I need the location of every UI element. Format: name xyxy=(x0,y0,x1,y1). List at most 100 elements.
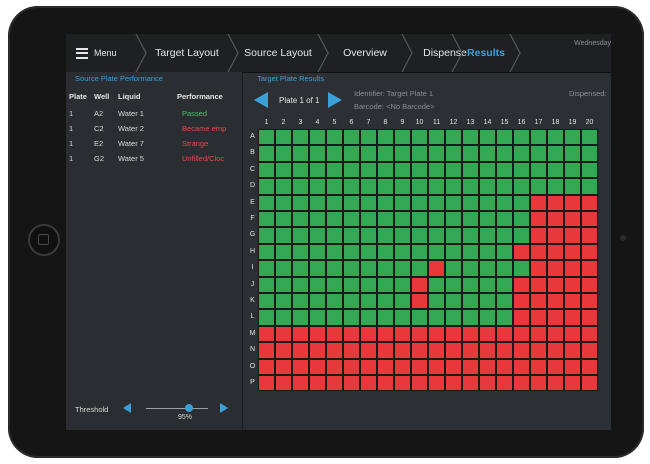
well-D3[interactable] xyxy=(292,178,309,195)
next-plate-icon[interactable] xyxy=(328,92,342,108)
well-F18[interactable] xyxy=(547,211,564,228)
well-G8[interactable] xyxy=(377,227,394,244)
well-E6[interactable] xyxy=(343,194,360,211)
well-P1[interactable] xyxy=(258,375,275,392)
well-P18[interactable] xyxy=(547,375,564,392)
well-C11[interactable] xyxy=(428,161,445,179)
well-I9[interactable] xyxy=(394,260,411,277)
well-A12[interactable] xyxy=(445,129,462,146)
well-D6[interactable] xyxy=(343,178,360,195)
well-D4[interactable] xyxy=(309,178,326,195)
well-N9[interactable] xyxy=(394,342,411,359)
well-L2[interactable] xyxy=(275,309,292,326)
well-A17[interactable] xyxy=(530,129,547,146)
well-M7[interactable] xyxy=(360,325,377,343)
well-M16[interactable] xyxy=(513,325,530,343)
well-E20[interactable] xyxy=(581,194,598,211)
well-P7[interactable] xyxy=(360,375,377,392)
well-N14[interactable] xyxy=(479,342,496,359)
well-M8[interactable] xyxy=(377,325,394,343)
well-G5[interactable] xyxy=(326,227,343,244)
well-J7[interactable] xyxy=(360,276,377,293)
well-N19[interactable] xyxy=(564,342,581,359)
well-O16[interactable] xyxy=(513,358,530,375)
well-C7[interactable] xyxy=(360,161,377,179)
menu-button[interactable]: Menu xyxy=(76,44,117,62)
well-E2[interactable] xyxy=(275,194,292,211)
well-J17[interactable] xyxy=(530,276,547,293)
crumb-results[interactable]: Results xyxy=(467,47,505,59)
crumb-dispense[interactable]: Dispense xyxy=(423,47,467,59)
well-A6[interactable] xyxy=(343,129,360,146)
well-F19[interactable] xyxy=(564,211,581,228)
well-F9[interactable] xyxy=(394,211,411,228)
threshold-slider-handle[interactable] xyxy=(185,404,193,412)
well-E15[interactable] xyxy=(496,194,513,211)
well-B19[interactable] xyxy=(564,145,581,162)
well-H13[interactable] xyxy=(462,243,479,261)
well-I7[interactable] xyxy=(360,260,377,277)
well-L13[interactable] xyxy=(462,309,479,326)
well-L20[interactable] xyxy=(581,309,598,326)
well-N3[interactable] xyxy=(292,342,309,359)
well-N6[interactable] xyxy=(343,342,360,359)
well-E19[interactable] xyxy=(564,194,581,211)
well-M2[interactable] xyxy=(275,325,292,343)
well-P13[interactable] xyxy=(462,375,479,392)
well-D7[interactable] xyxy=(360,178,377,195)
well-M20[interactable] xyxy=(581,325,598,343)
well-C20[interactable] xyxy=(581,161,598,179)
well-F20[interactable] xyxy=(581,211,598,228)
well-F13[interactable] xyxy=(462,211,479,228)
well-B11[interactable] xyxy=(428,145,445,162)
well-A11[interactable] xyxy=(428,129,445,146)
well-D15[interactable] xyxy=(496,178,513,195)
well-A7[interactable] xyxy=(360,129,377,146)
well-M15[interactable] xyxy=(496,325,513,343)
well-H10[interactable] xyxy=(411,243,428,261)
well-O7[interactable] xyxy=(360,358,377,375)
well-I4[interactable] xyxy=(309,260,326,277)
well-F3[interactable] xyxy=(292,211,309,228)
crumb-source-layout[interactable]: Source Layout xyxy=(244,47,312,59)
well-J8[interactable] xyxy=(377,276,394,293)
well-H9[interactable] xyxy=(394,243,411,261)
well-C15[interactable] xyxy=(496,161,513,179)
well-H14[interactable] xyxy=(479,243,496,261)
well-K8[interactable] xyxy=(377,293,394,310)
well-F16[interactable] xyxy=(513,211,530,228)
well-H7[interactable] xyxy=(360,243,377,261)
well-I14[interactable] xyxy=(479,260,496,277)
well-C4[interactable] xyxy=(309,161,326,179)
well-M6[interactable] xyxy=(343,325,360,343)
well-B2[interactable] xyxy=(275,145,292,162)
well-G12[interactable] xyxy=(445,227,462,244)
well-A4[interactable] xyxy=(309,129,326,146)
well-C17[interactable] xyxy=(530,161,547,179)
well-J13[interactable] xyxy=(462,276,479,293)
well-D16[interactable] xyxy=(513,178,530,195)
well-L12[interactable] xyxy=(445,309,462,326)
well-J20[interactable] xyxy=(581,276,598,293)
well-B3[interactable] xyxy=(292,145,309,162)
well-J4[interactable] xyxy=(309,276,326,293)
well-O9[interactable] xyxy=(394,358,411,375)
well-K1[interactable] xyxy=(258,293,275,310)
well-C13[interactable] xyxy=(462,161,479,179)
well-K3[interactable] xyxy=(292,293,309,310)
well-N16[interactable] xyxy=(513,342,530,359)
well-P17[interactable] xyxy=(530,375,547,392)
well-N12[interactable] xyxy=(445,342,462,359)
crumb-target-layout[interactable]: Target Layout xyxy=(155,47,219,59)
well-M1[interactable] xyxy=(258,325,275,343)
well-I11[interactable] xyxy=(428,260,445,277)
well-G18[interactable] xyxy=(547,227,564,244)
well-E17[interactable] xyxy=(530,194,547,211)
well-O5[interactable] xyxy=(326,358,343,375)
well-B9[interactable] xyxy=(394,145,411,162)
well-O10[interactable] xyxy=(411,358,428,375)
well-C1[interactable] xyxy=(258,161,275,179)
well-M9[interactable] xyxy=(394,325,411,343)
well-H5[interactable] xyxy=(326,243,343,261)
well-E9[interactable] xyxy=(394,194,411,211)
